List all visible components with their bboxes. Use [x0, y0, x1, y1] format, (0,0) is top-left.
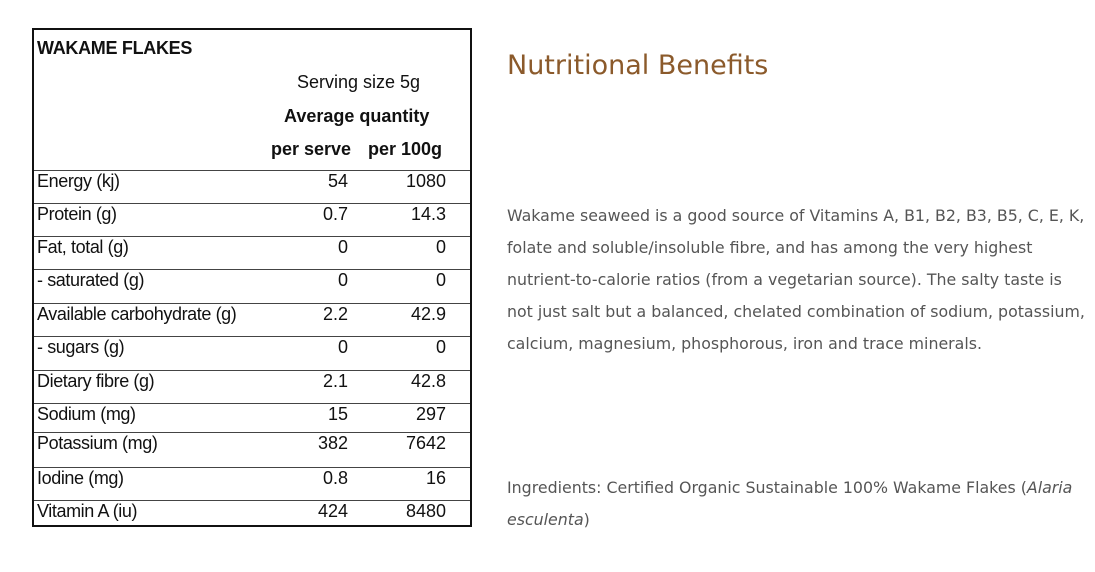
per-100g-value: 14.3	[410, 204, 446, 224]
nutrient-label: Dietary fibre (g)	[37, 371, 155, 391]
per-serve-header: per serve	[271, 139, 352, 159]
row-divider	[34, 500, 470, 501]
nutrition-row: - sugars (g) 0 0	[34, 337, 470, 363]
row-divider	[34, 203, 470, 204]
per-100g-value: 0	[435, 337, 446, 357]
nutrient-label: Energy (kj)	[37, 171, 120, 191]
nutrient-label: Available carbohydrate (g)	[37, 304, 237, 324]
nutrient-label: - sugars (g)	[37, 337, 125, 357]
nutrient-label: Sodium (mg)	[37, 404, 136, 424]
per-100g-value: 8480	[405, 501, 446, 521]
nutrient-label: Iodine (mg)	[37, 468, 124, 488]
per-serve-value: 0	[337, 237, 348, 257]
nutrition-row: Sodium (mg) 15 297	[34, 404, 470, 430]
per-100g-value: 42.8	[410, 371, 446, 391]
nutrient-label: Vitamin A (iu)	[37, 501, 138, 521]
nutrition-row: - saturated (g) 0 0	[34, 270, 470, 296]
per-serve-value: 382	[317, 433, 348, 453]
description-text: Wakame seaweed is a good source of Vitam…	[507, 206, 1085, 353]
page-heading: Nutritional Benefits	[507, 50, 769, 81]
nutrient-label: Protein (g)	[37, 204, 117, 224]
per-100g-value: 0	[435, 237, 446, 257]
row-divider	[34, 336, 470, 337]
per-100g-value: 297	[415, 404, 446, 424]
nutrient-label: - saturated (g)	[37, 270, 145, 290]
per-serve-value: 2.1	[322, 371, 348, 391]
per-serve-value: 54	[327, 171, 348, 191]
ingredients-suffix: )	[583, 510, 590, 529]
per-serve-value: 2.2	[322, 304, 348, 324]
per-100g-value: 16	[425, 468, 446, 488]
per-100g-value: 0	[435, 270, 446, 290]
nutrition-row: Energy (kj) 54 1080	[34, 171, 470, 197]
nutrition-row: Iodine (mg) 0.8 16	[34, 468, 470, 494]
row-divider	[34, 236, 470, 237]
row-divider	[34, 432, 470, 433]
per-serve-value: 0.7	[322, 204, 348, 224]
ingredients-text: Ingredients: Certified Organic Sustainab…	[507, 472, 1087, 536]
row-divider	[34, 370, 470, 371]
row-divider	[34, 269, 470, 270]
nutrition-row: Vitamin A (iu) 424 8480	[34, 501, 470, 527]
nutrition-row: Dietary fibre (g) 2.1 42.8	[34, 371, 470, 397]
per-serve-value: 0	[337, 270, 348, 290]
ingredients-latin-name: Alaria esculenta	[507, 478, 1073, 529]
per-serve-value: 424	[317, 501, 348, 521]
row-divider	[34, 467, 470, 468]
average-quantity-header: Average quantity	[284, 106, 430, 126]
row-divider	[34, 403, 470, 404]
row-divider	[34, 170, 470, 171]
nutrition-row: Available carbohydrate (g) 2.2 42.9	[34, 304, 470, 330]
nutrition-row: Potassium (mg) 382 7642	[34, 433, 470, 459]
per-100g-value: 7642	[405, 433, 446, 453]
serving-size: Serving size 5g	[297, 72, 421, 92]
ingredients-prefix: Ingredients: Certified Organic Sustainab…	[507, 478, 1027, 497]
panel-title: WAKAME FLAKES	[37, 38, 193, 58]
per-100g-value: 42.9	[410, 304, 446, 324]
per-serve-value: 15	[327, 404, 348, 424]
nutrition-row: Fat, total (g) 0 0	[34, 237, 470, 263]
per-100g-header: per 100g	[368, 139, 443, 159]
nutrition-row: Protein (g) 0.7 14.3	[34, 204, 470, 230]
nutrition-panel: WAKAME FLAKES Serving size 5g Average qu…	[32, 28, 472, 527]
per-serve-value: 0.8	[322, 468, 348, 488]
nutrient-label: Potassium (mg)	[37, 433, 158, 453]
nutrient-label: Fat, total (g)	[37, 237, 129, 257]
per-serve-value: 0	[337, 337, 348, 357]
row-divider	[34, 303, 470, 304]
per-100g-value: 1080	[405, 171, 446, 191]
